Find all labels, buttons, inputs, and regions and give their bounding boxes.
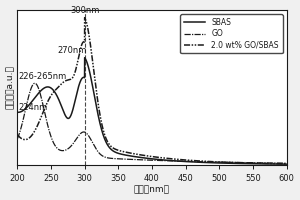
GO: [33, 82, 37, 84]
SBAS: [16, 111, 19, 113]
GO: [280, 162, 283, 164]
SBAS: [280, 163, 283, 165]
SBAS: [119, 153, 122, 155]
Text: 300nm: 300nm: [70, 6, 99, 15]
GO: [46, 126, 50, 128]
SBAS: [250, 163, 254, 165]
GO: [285, 162, 288, 164]
2.0 wt% GO/SBAS: [130, 152, 134, 155]
SBAS: [83, 57, 86, 59]
GO: [119, 158, 122, 160]
SBAS: [62, 111, 66, 114]
2.0 wt% GO/SBAS: [250, 162, 254, 164]
Text: 226-265nm: 226-265nm: [19, 72, 67, 81]
2.0 wt% GO/SBAS: [285, 163, 288, 165]
SBAS: [46, 86, 50, 88]
X-axis label: 波长（nm）: 波长（nm）: [134, 185, 170, 194]
2.0 wt% GO/SBAS: [46, 100, 50, 102]
GO: [250, 162, 254, 164]
Line: SBAS: SBAS: [17, 58, 286, 164]
GO: [62, 149, 66, 152]
SBAS: [285, 163, 288, 165]
Text: 224nm: 224nm: [19, 103, 48, 112]
Y-axis label: 吸光度（a.u.）: 吸光度（a.u.）: [6, 66, 15, 109]
Line: 2.0 wt% GO/SBAS: 2.0 wt% GO/SBAS: [17, 18, 286, 164]
Text: 270nm: 270nm: [58, 46, 87, 55]
2.0 wt% GO/SBAS: [62, 81, 66, 83]
2.0 wt% GO/SBAS: [280, 162, 283, 165]
SBAS: [130, 155, 134, 157]
2.0 wt% GO/SBAS: [16, 133, 19, 136]
GO: [130, 158, 134, 161]
Line: GO: GO: [17, 83, 286, 163]
GO: [16, 138, 19, 140]
Legend: SBAS, GO, 2.0 wt% GO/SBAS: SBAS, GO, 2.0 wt% GO/SBAS: [180, 14, 283, 53]
2.0 wt% GO/SBAS: [83, 16, 86, 19]
2.0 wt% GO/SBAS: [119, 150, 122, 152]
